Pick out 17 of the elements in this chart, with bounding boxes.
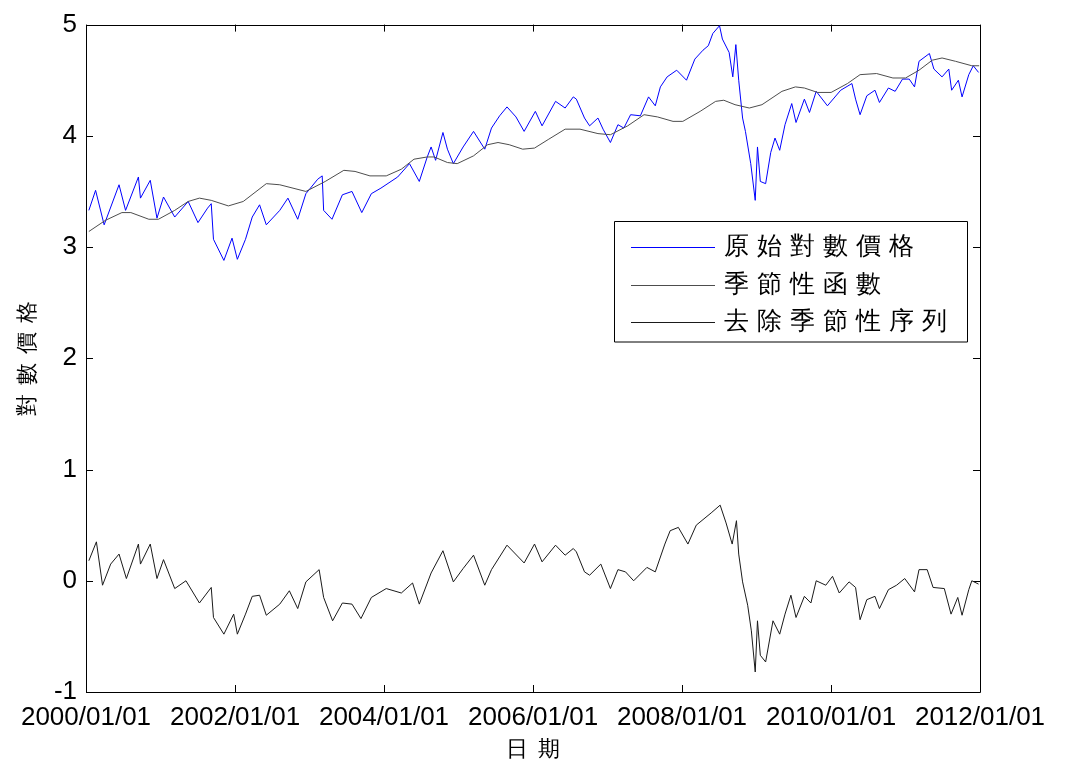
x-tick-label: 2002/01/01 — [170, 700, 301, 731]
y-tick-label: 3 — [62, 230, 77, 261]
legend-label: 原始對數價格 — [724, 231, 922, 260]
x-tick-label: 2012/01/01 — [914, 700, 1046, 731]
y-tick-label: 1 — [62, 452, 77, 483]
x-tick-label: 2006/01/01 — [468, 700, 599, 731]
legend-label: 季節性函數 — [724, 269, 889, 298]
x-tick-label: 2004/01/01 — [318, 700, 450, 731]
y-tick-label: 2 — [62, 341, 77, 372]
x-axis-title: 日期 — [506, 735, 570, 761]
y-tick-label: 4 — [62, 119, 77, 150]
y-axis-title: 對數價格 — [13, 291, 39, 416]
y-tick-label: 0 — [62, 563, 77, 594]
y-tick-label: 5 — [62, 7, 77, 38]
legend-label: 去除季節性序列 — [724, 306, 955, 335]
x-tick-label: 2010/01/01 — [766, 700, 897, 731]
x-tick-label: 2008/01/01 — [616, 700, 748, 731]
